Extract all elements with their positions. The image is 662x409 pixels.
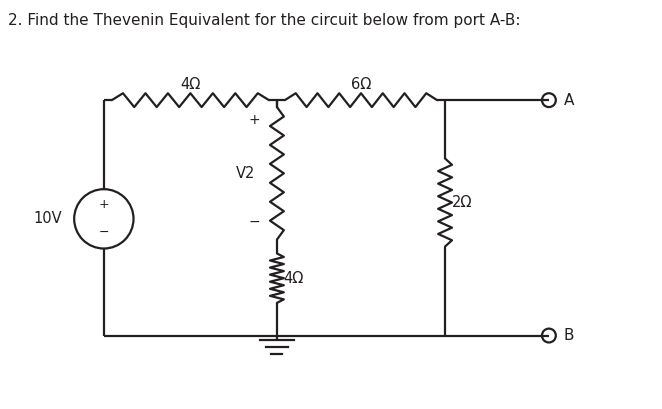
Text: 6Ω: 6Ω [351,77,371,92]
Text: +: + [248,113,260,127]
Text: A: A [564,93,574,108]
Text: 4Ω: 4Ω [283,271,304,285]
Text: −: − [248,215,260,229]
Text: B: B [564,328,574,343]
Text: −: − [99,226,109,239]
Text: 4Ω: 4Ω [180,77,201,92]
Text: +: + [99,198,109,211]
Text: 2. Find the Thevenin Equivalent for the circuit below from port A-B:: 2. Find the Thevenin Equivalent for the … [8,13,520,28]
Text: 10V: 10V [34,211,62,226]
Text: V2: V2 [236,166,255,181]
Text: 2Ω: 2Ω [451,195,472,210]
